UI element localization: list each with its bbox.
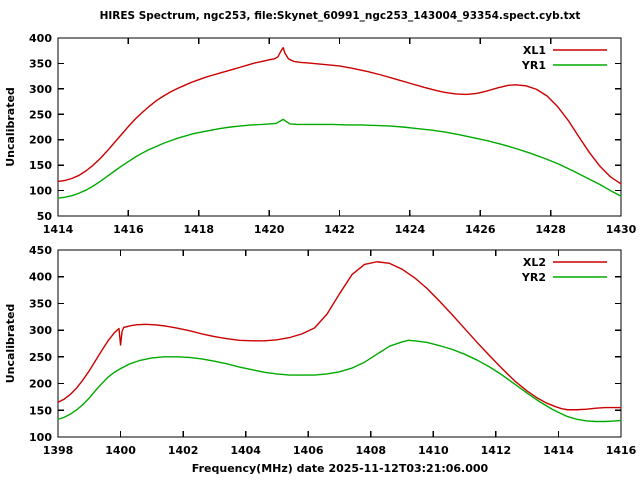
x-tick-label: 1414 (43, 223, 74, 236)
x-tick-label: 1430 (606, 223, 637, 236)
y-tick-label: 150 (29, 404, 52, 417)
y-tick-label: 50 (37, 210, 53, 223)
y-tick-label: 100 (29, 185, 52, 198)
y-axis-label: Uncalibrated (4, 87, 17, 167)
y-tick-label: 400 (29, 32, 52, 45)
series-line-yr2 (57, 339, 622, 423)
y-tick-label: 400 (29, 271, 52, 284)
x-tick-label: 1398 (43, 444, 74, 457)
y-tick-label: 100 (29, 431, 52, 444)
panel-top-panel: 50 100 150 200 250 300 350 400 1414 1416 1418 1420 1… (4, 32, 637, 236)
legend-label-yr2: YR2 (521, 271, 546, 284)
y-tick-label: 250 (29, 351, 52, 364)
x-tick-label: 1422 (324, 223, 355, 236)
legend-label-yr1: YR1 (521, 59, 546, 72)
x-tick-label: 1414 (543, 444, 574, 457)
y-tick-label: 150 (29, 159, 52, 172)
series-line-xl1 (57, 46, 622, 185)
panel-bottom-panel: 100 150 200 250 300 350 400 450 1398 1400 1402 1404… (4, 244, 637, 457)
x-tick-label: 1408 (355, 444, 386, 457)
figure-title: HIRES Spectrum, ngc253, file:Skynet_6099… (100, 10, 581, 22)
x-axis-label: Frequency(MHz) date 2025-11-12T03:21:06.… (192, 462, 489, 475)
x-tick-label: 1424 (395, 223, 426, 236)
legend-label-xl2: XL2 (523, 256, 546, 269)
x-tick-label: 1428 (535, 223, 566, 236)
y-tick-label: 350 (29, 57, 52, 70)
y-tick-label: 300 (29, 83, 52, 96)
y-tick-label: 300 (29, 324, 52, 337)
x-tick-label: 1410 (418, 444, 449, 457)
y-tick-label: 450 (29, 244, 52, 257)
x-tick-label: 1402 (168, 444, 199, 457)
x-tick-label: 1426 (465, 223, 496, 236)
y-tick-label: 250 (29, 108, 52, 121)
x-tick-label: 1406 (293, 444, 324, 457)
x-tick-label: 1418 (183, 223, 214, 236)
series-line-xl2 (57, 261, 622, 411)
y-axis-label: Uncalibrated (4, 304, 17, 384)
x-tick-label: 1420 (254, 223, 285, 236)
y-tick-label: 200 (29, 134, 52, 147)
x-tick-label: 1416 (113, 223, 144, 236)
x-tick-label: 1412 (481, 444, 512, 457)
plot-frame (57, 249, 622, 438)
x-tick-label: 1404 (230, 444, 261, 457)
series-line-yr1 (57, 118, 622, 199)
x-tick-label: 1400 (105, 444, 136, 457)
y-tick-label: 200 (29, 378, 52, 391)
y-tick-label: 350 (29, 297, 52, 310)
legend-label-xl1: XL1 (523, 44, 546, 57)
x-tick-label: 1416 (606, 444, 637, 457)
